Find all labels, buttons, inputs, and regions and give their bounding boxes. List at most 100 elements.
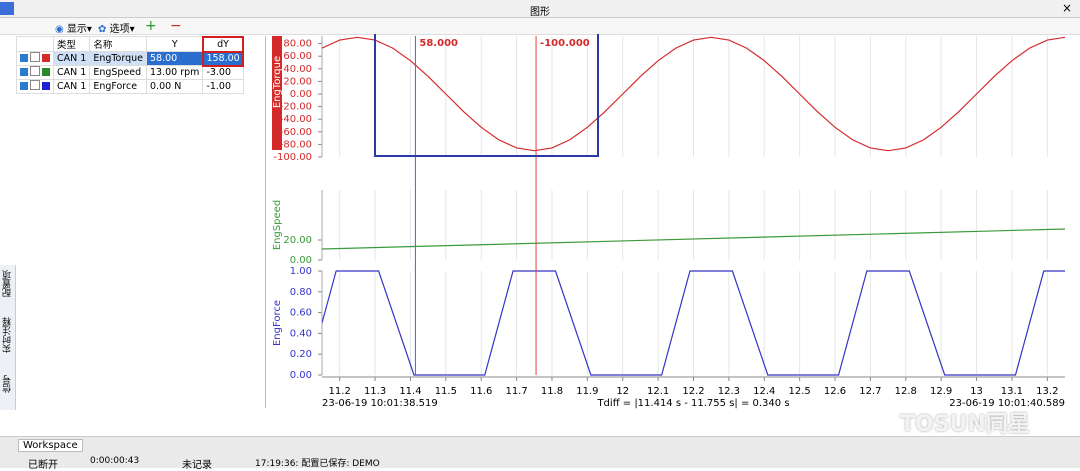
checkbox xyxy=(20,68,28,76)
workspace-tab[interactable]: Workspace xyxy=(18,439,83,452)
x-tick-label: 13.1 xyxy=(1001,386,1023,397)
x-tick-label: 12.3 xyxy=(718,386,740,397)
y-tick-label: 0.60 xyxy=(290,308,312,319)
checkbox xyxy=(30,66,40,76)
watermark: TOSUN同星 xyxy=(900,412,1030,437)
y-tick-label: -80.00 xyxy=(280,139,312,150)
options-label: 选项 xyxy=(109,24,130,35)
cell: EngTorque xyxy=(89,51,148,66)
color-swatch xyxy=(42,68,50,76)
y-tick-label: -20.00 xyxy=(280,102,312,113)
series-line xyxy=(322,228,1065,250)
x-tick-label: 11.4 xyxy=(399,386,421,397)
x-tick-label: 12.1 xyxy=(647,386,669,397)
y-tick-label: 40.00 xyxy=(283,64,312,75)
cell: 158.00 xyxy=(201,50,245,67)
toolbar: ◉ 显示▾ ✿ 选项▾ + − xyxy=(0,18,1080,35)
cell: 0.00 N xyxy=(146,79,204,94)
add-button[interactable]: + xyxy=(145,18,157,34)
cell: CAN 1 xyxy=(52,51,91,66)
cell: EngForce xyxy=(89,79,148,94)
time-diff: Tdiff = |11.414 s - 11.755 s| = 0.340 s xyxy=(596,398,789,409)
cursor-label: -100.000 xyxy=(540,38,590,49)
remove-button[interactable]: − xyxy=(170,18,182,34)
cell: -3.00 xyxy=(202,65,244,80)
y-tick-label: -40.00 xyxy=(280,114,312,125)
cell: EngSpeed xyxy=(89,65,148,80)
title-bar: 图形 × xyxy=(0,0,1080,18)
close-button[interactable]: × xyxy=(1061,1,1072,15)
column-header: 类型 xyxy=(52,36,91,52)
x-tick-label: 11.8 xyxy=(541,386,563,397)
status-message: 17:19:36: 配置已保存: DEMO xyxy=(255,459,380,469)
column-header: dY xyxy=(201,35,245,53)
display-menu[interactable]: ◉ 显示▾ xyxy=(55,24,92,35)
cell: 13.00 rpm xyxy=(146,65,204,80)
time-end: 23-06-19 10:01:40.589 xyxy=(949,398,1065,409)
x-tick-label: 12.9 xyxy=(930,386,952,397)
cell: -1.00 xyxy=(202,79,244,94)
y-tick-label: 0.00 xyxy=(290,370,312,381)
x-tick-label: 12 xyxy=(616,386,629,397)
x-tick-label: 11.5 xyxy=(435,386,457,397)
y-axis-label: EngForce xyxy=(272,300,283,346)
app-icon[interactable] xyxy=(0,2,14,15)
color-swatch xyxy=(42,54,50,62)
cursor-label: 58.000 xyxy=(419,38,458,49)
checkbox xyxy=(20,54,28,62)
y-tick-label: 0.80 xyxy=(290,287,312,298)
chart: 80.0060.0040.0020.000.00-20.00-40.00-60.… xyxy=(272,34,1065,409)
y-axis-label: EngTorque xyxy=(272,56,283,108)
connection-status: 已断开 xyxy=(28,460,58,471)
checkbox xyxy=(30,52,40,62)
x-tick-label: 11.6 xyxy=(470,386,492,397)
y-tick-label: 80.00 xyxy=(283,39,312,50)
time-start: 23-06-19 10:01:38.519 xyxy=(322,398,438,409)
signal-row: CAN 1 EngTorque 58.00 158.00 xyxy=(16,50,245,67)
side-tab: 实时注释 xyxy=(3,317,13,353)
column-header: 名称 xyxy=(89,36,148,52)
options-menu[interactable]: ✿ 选项▾ xyxy=(98,24,135,35)
x-tick-label: 11.3 xyxy=(364,386,386,397)
y-tick-label: 1.00 xyxy=(290,266,312,277)
window-title: 图形 xyxy=(530,7,550,18)
color-swatch xyxy=(42,82,50,90)
column-header: Y xyxy=(146,36,204,52)
y-tick-label: 20.00 xyxy=(283,235,312,246)
x-tick-label: 12.5 xyxy=(789,386,811,397)
recording-status: 未记录 xyxy=(182,460,212,471)
status-area: Workspace 已断开 0:00:00:43 未记录 17:19:36: 配… xyxy=(0,436,1080,471)
x-tick-label: 13 xyxy=(970,386,983,397)
y-tick-label: 60.00 xyxy=(283,51,312,62)
side-tab: 配置项 xyxy=(3,270,13,297)
cell: CAN 1 xyxy=(52,65,91,80)
display-label: 显示 xyxy=(66,24,87,35)
side-tabs: 配置项 实时注释 信号 xyxy=(0,265,16,410)
zoom-selection xyxy=(374,34,599,157)
row-controls xyxy=(16,65,54,80)
checkbox-header xyxy=(16,36,54,52)
x-tick-label: 12.4 xyxy=(753,386,775,397)
x-tick-label: 13.2 xyxy=(1036,386,1058,397)
checkbox xyxy=(30,80,40,90)
side-tab: 信号 xyxy=(3,375,13,393)
signal-row: CAN 1 EngSpeed 13.00 rpm -3.00 xyxy=(16,65,244,80)
y-tick-label: 20.00 xyxy=(283,76,312,87)
x-tick-label: 11.9 xyxy=(576,386,598,397)
y-tick-label: 0.40 xyxy=(290,328,312,339)
x-tick-label: 12.6 xyxy=(824,386,846,397)
x-tick-label: 12.7 xyxy=(859,386,881,397)
cell: 58.00 xyxy=(146,51,204,66)
series-line xyxy=(322,36,1065,152)
cell: CAN 1 xyxy=(52,79,91,94)
x-tick-label: 12.8 xyxy=(895,386,917,397)
checkbox xyxy=(20,82,28,90)
axis-label-bar xyxy=(272,36,282,150)
elapsed-time: 0:00:00:43 xyxy=(90,456,140,466)
y-tick-label: 0.20 xyxy=(290,349,312,360)
y-axis-label: EngSpeed xyxy=(272,200,283,250)
y-tick-label: -100.00 xyxy=(273,152,312,163)
